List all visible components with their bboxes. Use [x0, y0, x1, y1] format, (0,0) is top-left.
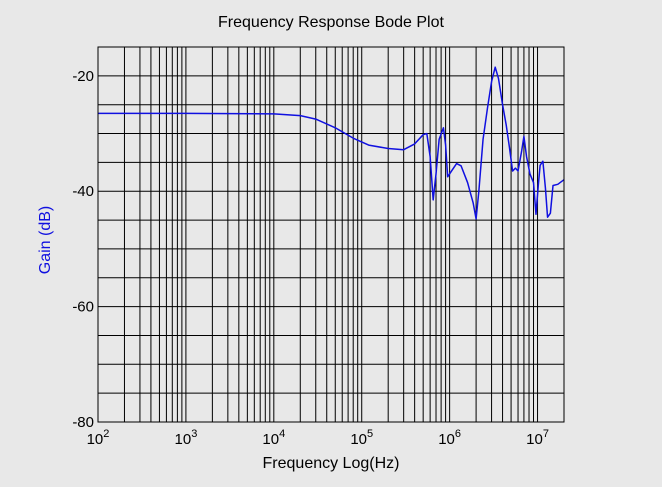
y-axis-label: Gain (dB) — [37, 206, 54, 274]
x-tick-base: 10 — [87, 431, 104, 448]
x-tick-label: 106 — [438, 428, 461, 448]
x-tick-label: 105 — [350, 428, 373, 448]
x-tick-label: 103 — [175, 428, 198, 448]
x-tick-base: 10 — [175, 431, 192, 448]
y-tick-label: -20 — [72, 68, 94, 85]
x-tick-base: 10 — [262, 431, 279, 448]
chart-title: Frequency Response Bode Plot — [218, 14, 444, 31]
x-tick-exponent: 7 — [543, 428, 549, 440]
x-tick-label: 107 — [526, 428, 549, 448]
gain-series-line — [98, 66, 565, 220]
y-tick-label: -40 — [72, 183, 94, 200]
x-tick-base: 10 — [438, 431, 455, 448]
x-tick-exponent: 2 — [103, 428, 109, 440]
y-tick-label: -60 — [72, 299, 94, 316]
x-tick-exponent: 4 — [279, 428, 285, 440]
x-tick-label: 102 — [87, 428, 110, 448]
series-layer — [98, 66, 565, 220]
x-tick-exponent: 5 — [367, 428, 373, 440]
x-tick-base: 10 — [526, 431, 543, 448]
y-tick-label: -80 — [72, 414, 94, 431]
x-tick-label: 104 — [262, 428, 285, 448]
x-axis-label: Frequency Log(Hz) — [263, 455, 400, 472]
x-tick-exponent: 3 — [191, 428, 197, 440]
x-tick-exponent: 6 — [455, 428, 461, 440]
x-tick-base: 10 — [350, 431, 367, 448]
plot-frame — [97, 46, 565, 423]
